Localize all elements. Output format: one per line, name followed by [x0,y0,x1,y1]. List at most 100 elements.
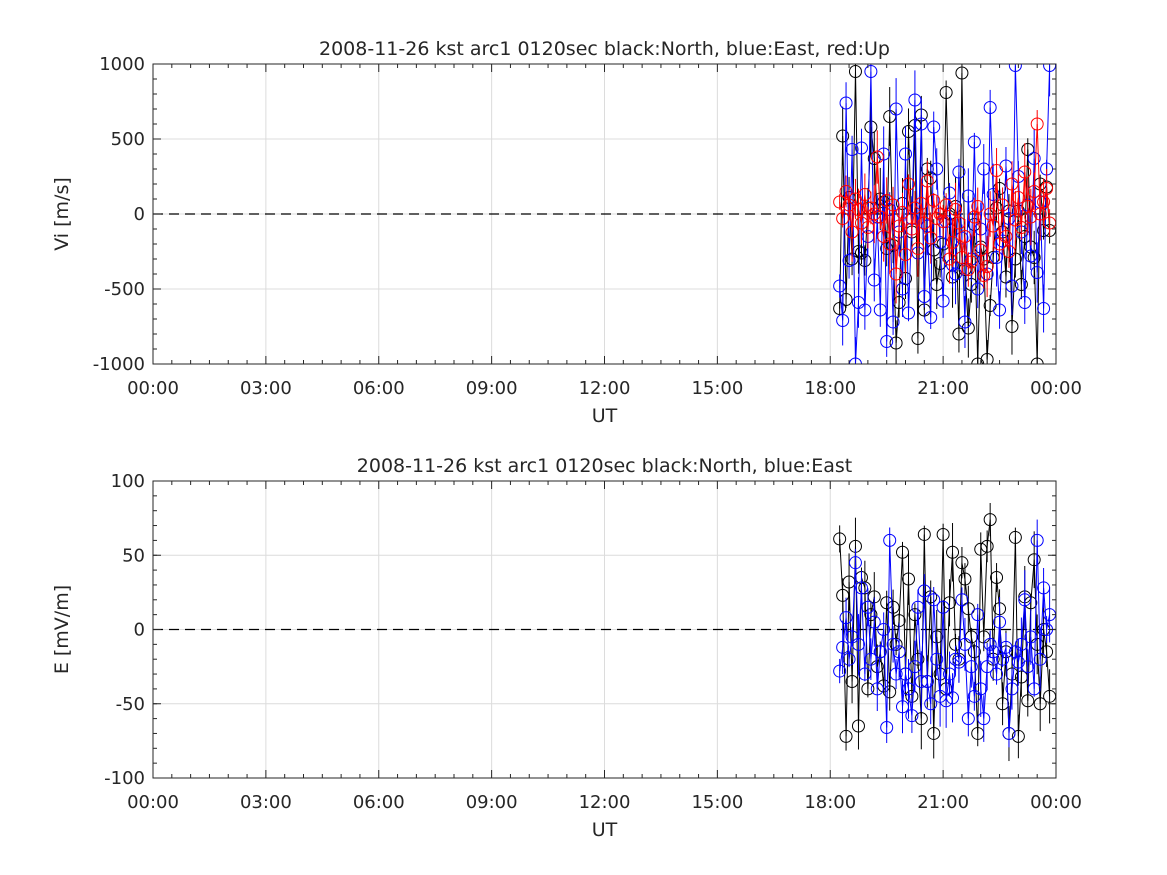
data-point [927,194,941,207]
data-point [914,197,928,210]
x-tick-labels: 00:00 03:00 06:00 09:00 12:00 15:00 18:00 21:00… [127,378,1082,399]
data-point [1008,64,1022,72]
series-1 [833,519,1056,748]
data-point [902,572,916,586]
data-point [839,293,853,306]
y-tick-label: -50 [116,694,145,715]
data-point [1037,302,1051,315]
x-tick-label: 21:00 [917,378,969,399]
data-point [971,608,985,622]
x-tick-label: 00:00 [127,378,179,399]
data-point [839,729,853,743]
x-tick-label: 18:00 [804,378,856,399]
data-point [895,206,909,219]
chart-panel-electric-field: 00:00 03:00 06:00 09:00 12:00 15:00 18:00 21:00… [51,455,1082,841]
data-point [1030,533,1044,547]
data-point [955,556,969,570]
data-point [964,255,978,269]
data-point [952,655,966,669]
data-point [1014,278,1028,291]
x-tick-label: 09:00 [466,378,518,399]
data-point [1030,357,1044,364]
data-point [917,584,931,598]
data-point [848,556,862,570]
data-point [971,200,985,213]
data-point [883,237,897,251]
data-point [854,581,868,595]
x-tick-label: 00:00 [1030,378,1082,399]
data-point [836,588,850,602]
data-point [851,296,865,309]
x-tick-label: 03:00 [240,792,292,813]
data-point [946,691,960,705]
data-point [842,254,856,267]
data-point [980,539,994,553]
data-point [845,225,859,239]
data-point [880,194,894,207]
data-point [930,652,944,666]
data-point [980,260,994,273]
data-point [958,572,972,586]
data-point [892,645,906,659]
data-point [905,222,919,236]
data-point [949,203,963,216]
data-point [892,219,906,233]
data-point [967,689,981,703]
y-tick-label: -1000 [93,354,145,375]
data-point [930,212,944,225]
data-point [924,697,938,711]
series-group [833,64,1056,364]
data-point [1002,726,1016,740]
data-point [917,216,931,230]
data-point [883,685,897,699]
data-point [880,596,894,610]
data-point [858,188,872,201]
data-point [889,267,903,281]
data-point [836,314,850,327]
data-point [1027,682,1041,696]
data-point [993,615,1007,629]
data-point [908,660,922,674]
data-point [1021,694,1035,708]
data-point [870,150,884,164]
data-point [833,664,847,678]
data-point [1005,279,1019,293]
data-point [993,237,1007,251]
x-tick-label: 12:00 [579,378,631,399]
data-point [1018,296,1032,309]
data-point [836,129,850,143]
data-point [1030,117,1044,131]
x-tick-label: 15:00 [691,378,743,399]
data-point [833,302,847,315]
data-point [983,207,997,221]
data-point [927,726,941,740]
data-point [861,682,875,696]
data-point [996,198,1010,212]
data-point [936,294,950,308]
data-point [858,303,872,317]
data-point [986,188,1000,201]
chart-title: 2008-11-26 kst arc1 0120sec black:North,… [357,455,852,477]
data-point [1024,630,1038,644]
data-point [867,615,881,629]
data-point [986,219,1000,233]
data-point [952,165,966,179]
data-point [864,65,878,78]
data-point [990,571,1004,585]
data-point [864,652,878,666]
data-point [920,674,934,688]
x-axis-label: UT [592,819,618,841]
y-axis-label: Vi [m/s] [51,177,73,251]
data-point [1011,729,1025,743]
x-axis-label: UT [592,405,618,427]
data-point [936,215,950,228]
data-point [839,185,853,198]
plot-area [833,64,1056,364]
data-point [864,120,878,134]
data-point [848,357,862,364]
data-point [842,652,856,666]
data-point [877,623,891,636]
data-point [1027,185,1041,198]
series-group [833,503,1056,762]
data-point [883,533,897,547]
